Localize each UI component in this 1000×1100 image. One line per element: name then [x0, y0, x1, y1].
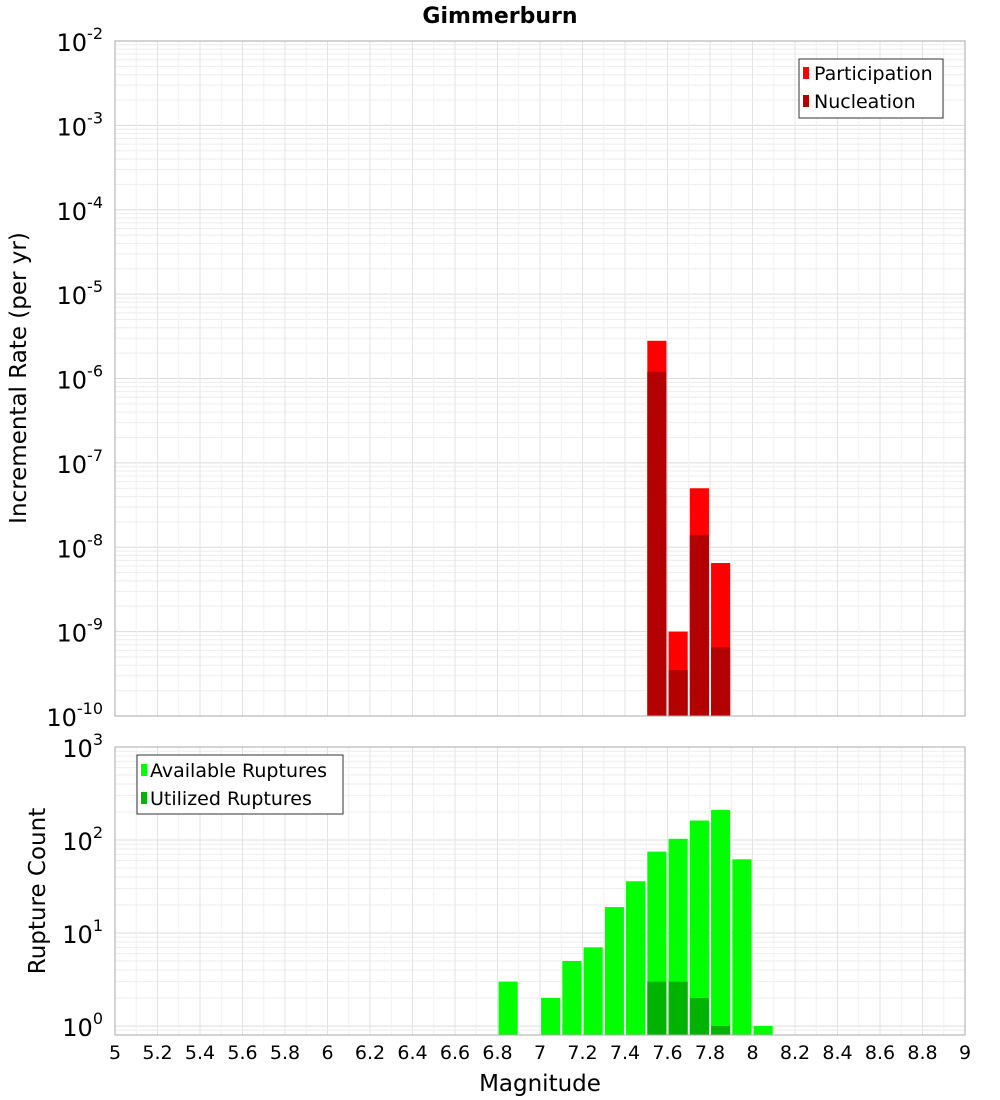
available-ruptures-bar — [711, 810, 731, 1035]
x-tick-label: 6.8 — [482, 1042, 512, 1064]
y-tick-label: 10-10 — [46, 699, 103, 732]
x-tick-label: 5.4 — [185, 1042, 215, 1064]
x-tick-label: 7.2 — [567, 1042, 597, 1064]
top-y-axis-label: Incremental Rate (per yr) — [6, 232, 32, 524]
bottom-legend: Available Ruptures Utilized Ruptures — [136, 754, 344, 815]
legend-participation-swatch — [803, 67, 809, 79]
y-tick-label: 10-5 — [57, 277, 104, 310]
x-tick-label: 8.8 — [907, 1042, 937, 1064]
available-ruptures-bar — [689, 820, 709, 1035]
y-tick-label: 10-2 — [57, 24, 104, 57]
utilized-ruptures-bar — [689, 997, 709, 1035]
available-ruptures-bar — [498, 981, 518, 1035]
top-legend-box — [798, 58, 944, 119]
utilized-ruptures-bar — [647, 981, 667, 1035]
x-tick-label: 6.4 — [397, 1042, 427, 1064]
top-gridlines — [114, 41, 966, 717]
legend-available-label: Available Ruptures — [150, 760, 327, 782]
x-tick-label: 8.6 — [865, 1042, 895, 1064]
x-tick-label: 7 — [534, 1042, 546, 1064]
chart-title: Gimmerburn — [422, 4, 577, 29]
y-tick-label: 100 — [62, 1009, 103, 1042]
x-tick-label: 8.2 — [780, 1042, 810, 1064]
bottom-plot-border — [114, 746, 966, 1036]
x-tick-label: 5.2 — [142, 1042, 172, 1064]
x-tick-label: 9 — [959, 1042, 971, 1064]
x-tick-label: 6.2 — [355, 1042, 385, 1064]
nucleation-bar — [711, 647, 731, 716]
available-ruptures-bar — [583, 947, 603, 1035]
available-ruptures-bar — [753, 1025, 773, 1035]
y-tick-label: 10-6 — [57, 362, 104, 395]
top-nucleation-bars — [647, 371, 731, 716]
legend-nucleation-swatch — [803, 95, 809, 107]
bottom-y-tick-labels: 100 101 102 103 — [62, 730, 103, 1042]
utilized-ruptures-bar — [668, 981, 688, 1035]
bottom-available-bars — [498, 810, 773, 1035]
y-tick-label: 101 — [62, 916, 103, 949]
y-tick-label: 102 — [62, 823, 103, 856]
x-tick-label: 8.4 — [822, 1042, 852, 1064]
legend-available-swatch — [141, 764, 147, 776]
top-panel: 10-10 10-9 10-8 10-7 10-6 10-5 10-4 10-3 10-2 In… — [6, 24, 966, 732]
legend-participation-label: Participation — [814, 63, 933, 85]
legend-utilized-swatch — [141, 792, 147, 804]
y-tick-label: 10-7 — [57, 446, 104, 479]
y-tick-label: 103 — [62, 730, 103, 763]
available-ruptures-bar — [541, 997, 561, 1035]
nucleation-bar — [647, 371, 667, 716]
legend-nucleation-label: Nucleation — [814, 91, 916, 113]
available-ruptures-bar — [604, 907, 624, 1035]
x-tick-label: 7.6 — [652, 1042, 682, 1064]
top-plot-border — [114, 40, 966, 717]
legend-utilized-label: Utilized Ruptures — [150, 788, 312, 810]
x-tick-label: 8 — [746, 1042, 758, 1064]
x-tick-label: 5.8 — [270, 1042, 300, 1064]
x-axis-label: Magnitude — [479, 1071, 601, 1097]
x-tick-label: 5 — [109, 1042, 121, 1064]
x-tick-label: 6 — [321, 1042, 333, 1064]
y-tick-label: 10-4 — [57, 193, 104, 226]
top-y-tick-labels: 10-10 10-9 10-8 10-7 10-6 10-5 10-4 10-3 10-2 — [46, 24, 103, 732]
nucleation-bar — [689, 534, 709, 716]
available-ruptures-bar — [562, 960, 582, 1035]
bottom-y-axis-label: Rupture Count — [25, 808, 51, 974]
bottom-utilized-bars — [647, 981, 731, 1035]
bottom-panel: 100 101 102 103 Rupture Count Available Rup… — [25, 730, 966, 1042]
x-tick-labels: 5 5.2 5.4 5.6 5.8 6 6.2 6.4 6.6 6.8 7 7.2 7.4 7.6 7.8 8… — [109, 1042, 971, 1064]
y-tick-label: 10-3 — [57, 108, 104, 141]
available-ruptures-bar — [732, 859, 752, 1035]
x-tick-label: 7.4 — [610, 1042, 640, 1064]
x-tick-label: 6.6 — [440, 1042, 470, 1064]
bottom-legend-box — [136, 754, 344, 815]
y-tick-label: 10-8 — [57, 530, 104, 563]
utilized-ruptures-bar — [711, 1025, 731, 1035]
x-tick-label: 7.8 — [695, 1042, 725, 1064]
available-ruptures-bar — [626, 881, 646, 1035]
y-tick-label: 10-9 — [57, 615, 104, 648]
nucleation-bar — [668, 670, 688, 716]
top-legend: Participation Nucleation — [798, 58, 944, 119]
x-tick-label: 5.6 — [227, 1042, 257, 1064]
